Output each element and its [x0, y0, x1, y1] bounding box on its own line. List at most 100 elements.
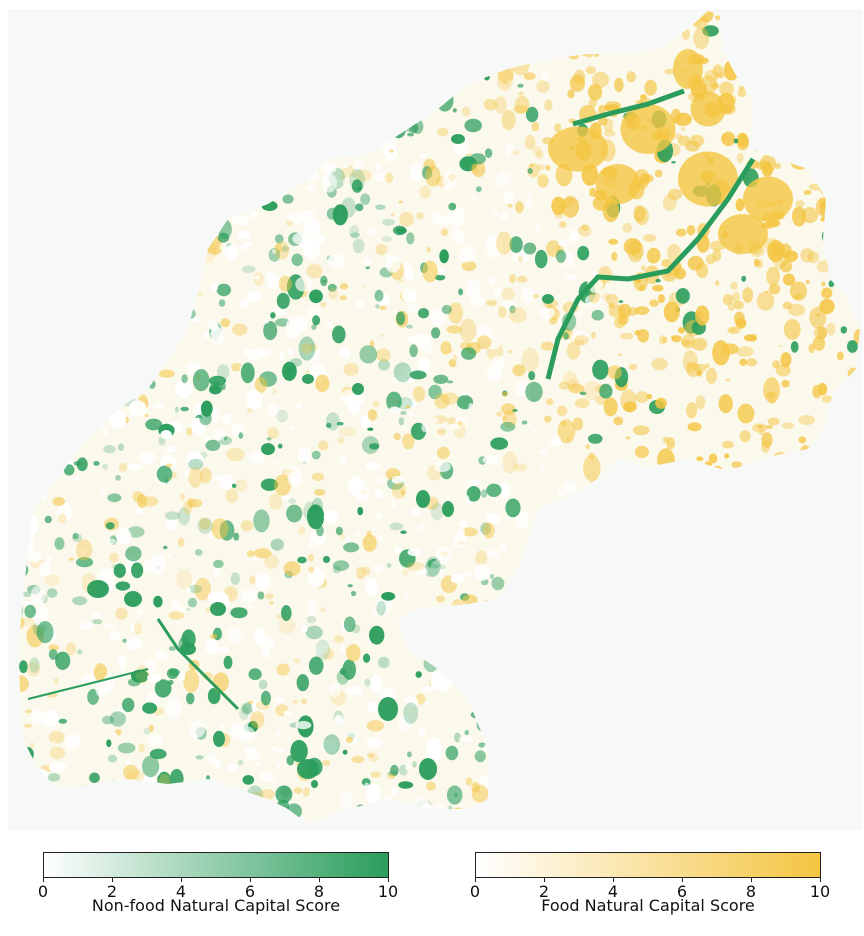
land-patch [133, 48, 144, 54]
colorbar-tick [475, 878, 476, 882]
land-patch [643, 234, 657, 242]
land-patch [695, 681, 704, 689]
land-patch [215, 174, 223, 186]
land-patch [430, 670, 446, 691]
land-patch [140, 271, 149, 279]
land-patch [563, 26, 580, 36]
land-patch [795, 200, 805, 207]
land-patch [513, 104, 528, 114]
land-patch [42, 295, 49, 303]
land-patch [52, 738, 57, 745]
land-patch [635, 645, 651, 658]
land-patch [274, 747, 286, 754]
land-patch [405, 126, 412, 132]
land-patch [811, 664, 826, 681]
land-patch [762, 713, 767, 717]
land-patch [782, 273, 796, 286]
land-patch [749, 772, 764, 787]
land-patch [771, 536, 785, 548]
colorbar-tick-label: 10 [377, 882, 399, 901]
land-patch [642, 529, 659, 540]
land-patch [108, 232, 120, 242]
land-patch [651, 357, 668, 371]
land-patch [338, 456, 348, 465]
land-patch [59, 120, 72, 130]
land-patch [649, 11, 667, 34]
land-patch [531, 703, 547, 713]
land-patch [27, 798, 39, 814]
land-patch [784, 458, 794, 467]
land-patch [794, 760, 806, 773]
land-patch [846, 753, 860, 773]
land-patch [167, 56, 177, 63]
land-patch [147, 734, 163, 747]
land-patch [93, 130, 109, 149]
land-patch [367, 427, 374, 431]
land-patch [690, 480, 701, 489]
land-patch [641, 265, 646, 272]
colorbar-tick [388, 878, 389, 882]
land-patch [469, 153, 486, 165]
land-patch [545, 675, 562, 694]
land-patch [602, 668, 608, 674]
land-patch [640, 94, 647, 100]
land-patch [644, 664, 661, 675]
land-patch [465, 58, 475, 70]
land-patch [393, 432, 401, 441]
land-patch [674, 655, 690, 667]
land-patch [72, 596, 88, 606]
land-patch [519, 11, 536, 18]
land-patch [723, 60, 740, 81]
land-patch [678, 592, 694, 611]
land-patch [682, 558, 694, 571]
land-patch [302, 69, 318, 79]
land-patch [71, 410, 84, 427]
land-patch [287, 348, 293, 355]
land-patch [854, 124, 860, 139]
land-patch [387, 770, 398, 777]
land-patch [18, 774, 19, 784]
land-patch [334, 128, 352, 151]
land-patch [191, 189, 204, 200]
land-patch [83, 367, 91, 378]
land-patch [593, 794, 604, 804]
land-patch [727, 528, 744, 537]
land-patch [676, 685, 682, 691]
land-patch [842, 89, 849, 97]
land-patch [671, 335, 682, 343]
land-patch [781, 379, 790, 388]
land-patch [758, 583, 774, 602]
land-patch [790, 341, 799, 353]
land-patch [166, 81, 184, 100]
land-patch [237, 230, 251, 240]
land-patch [606, 651, 624, 677]
land-patch [568, 235, 576, 242]
land-patch [391, 118, 407, 139]
land-patch [560, 420, 566, 426]
land-patch [451, 18, 468, 32]
land-patch [292, 232, 311, 246]
land-patch [496, 67, 513, 92]
land-patch [272, 171, 279, 180]
land-patch [128, 463, 142, 471]
land-patch [44, 574, 60, 586]
land-patch [47, 773, 61, 782]
land-patch [157, 776, 162, 780]
land-patch [159, 369, 175, 378]
land-patch [53, 677, 59, 685]
colorbar-tick [751, 878, 752, 882]
land-patch [210, 30, 228, 41]
land-patch [375, 304, 380, 309]
land-patch [741, 62, 750, 70]
land-patch [223, 655, 233, 670]
land-patch [67, 806, 76, 811]
land-patch [123, 764, 139, 781]
land-patch [367, 752, 375, 758]
land-patch [676, 555, 689, 563]
land-patch [508, 307, 527, 324]
land-patch [300, 15, 316, 33]
land-patch [522, 767, 528, 774]
land-patch [588, 433, 603, 444]
land-patch [188, 458, 204, 470]
land-patch [586, 713, 592, 721]
